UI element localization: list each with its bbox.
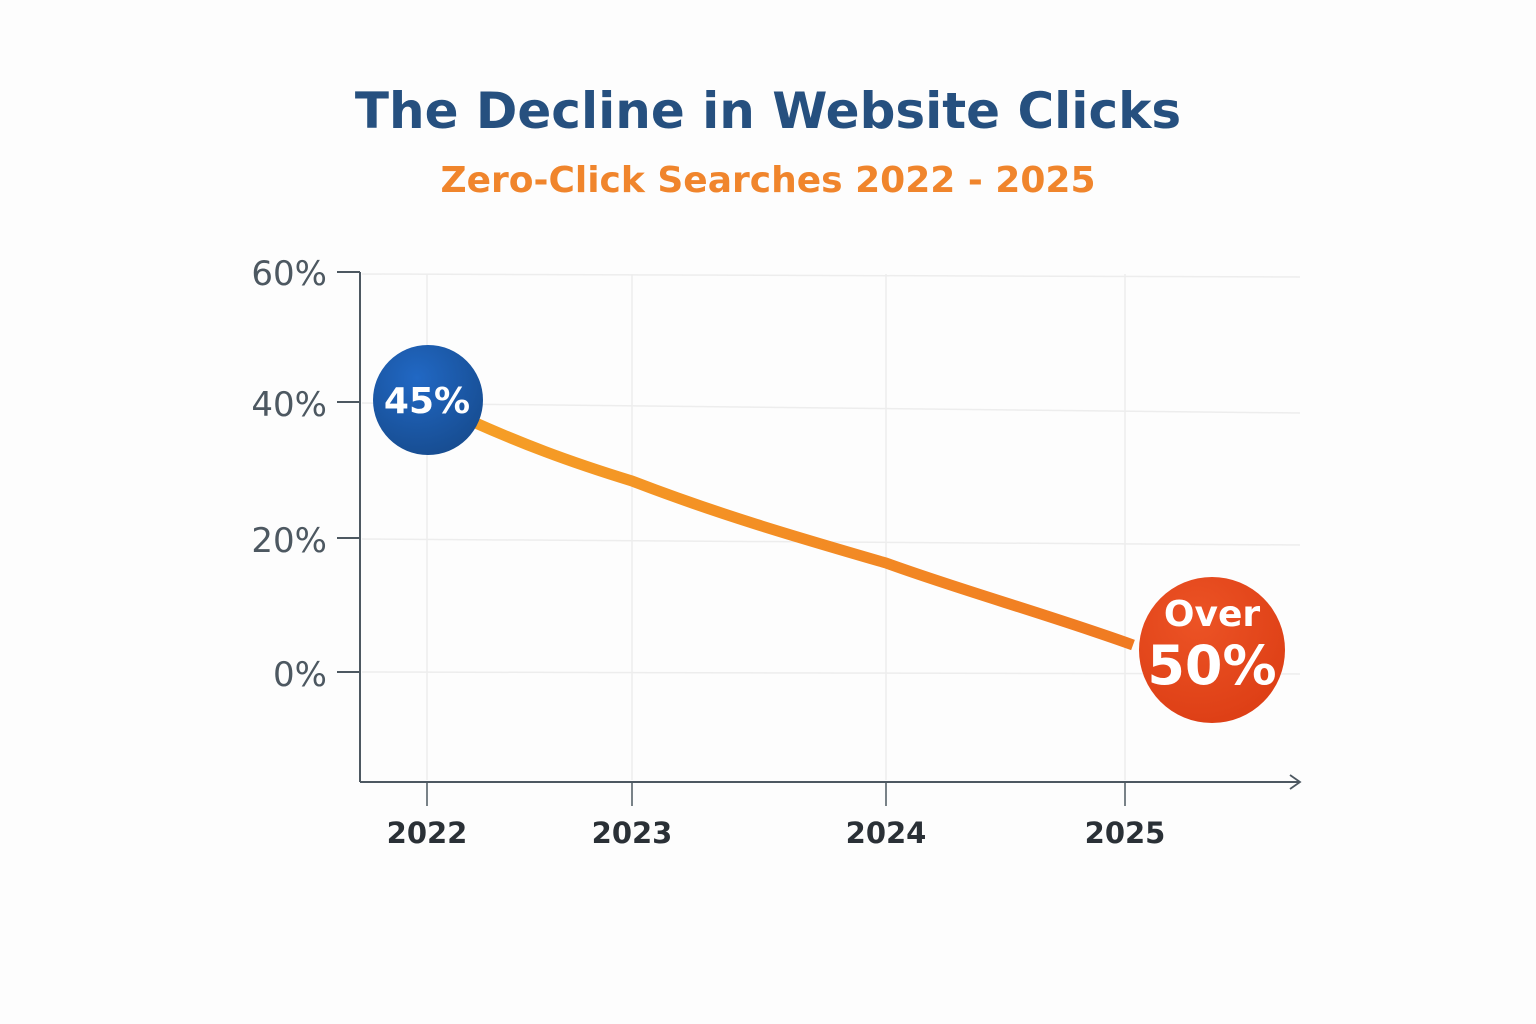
chart-title: The Decline in Website Clicks <box>354 82 1182 140</box>
x-tick-2023: 2023 <box>592 816 673 850</box>
y-tick-60: 60% <box>251 254 327 294</box>
data-line <box>427 397 1135 651</box>
y-axis: 60% 40% 20% 0% <box>251 254 361 782</box>
end-badge: Over 50% <box>1139 577 1285 723</box>
end-badge-line1: Over <box>1164 594 1260 635</box>
x-axis-arrow-icon <box>1289 774 1302 790</box>
x-axis: 2022 2023 2024 2025 <box>360 774 1302 850</box>
end-badge-line2: 50% <box>1147 634 1276 697</box>
start-badge-label: 45% <box>384 381 470 422</box>
x-tick-2025: 2025 <box>1085 816 1166 850</box>
chart-subtitle: Zero-Click Searches 2022 - 2025 <box>440 160 1096 201</box>
y-tick-0: 0% <box>273 655 327 695</box>
y-tick-40: 40% <box>251 385 327 425</box>
gridlines <box>361 273 1301 780</box>
x-tick-2022: 2022 <box>387 816 468 850</box>
start-badge: 45% <box>373 345 483 455</box>
y-tick-20: 20% <box>251 521 327 561</box>
x-tick-2024: 2024 <box>846 816 927 850</box>
